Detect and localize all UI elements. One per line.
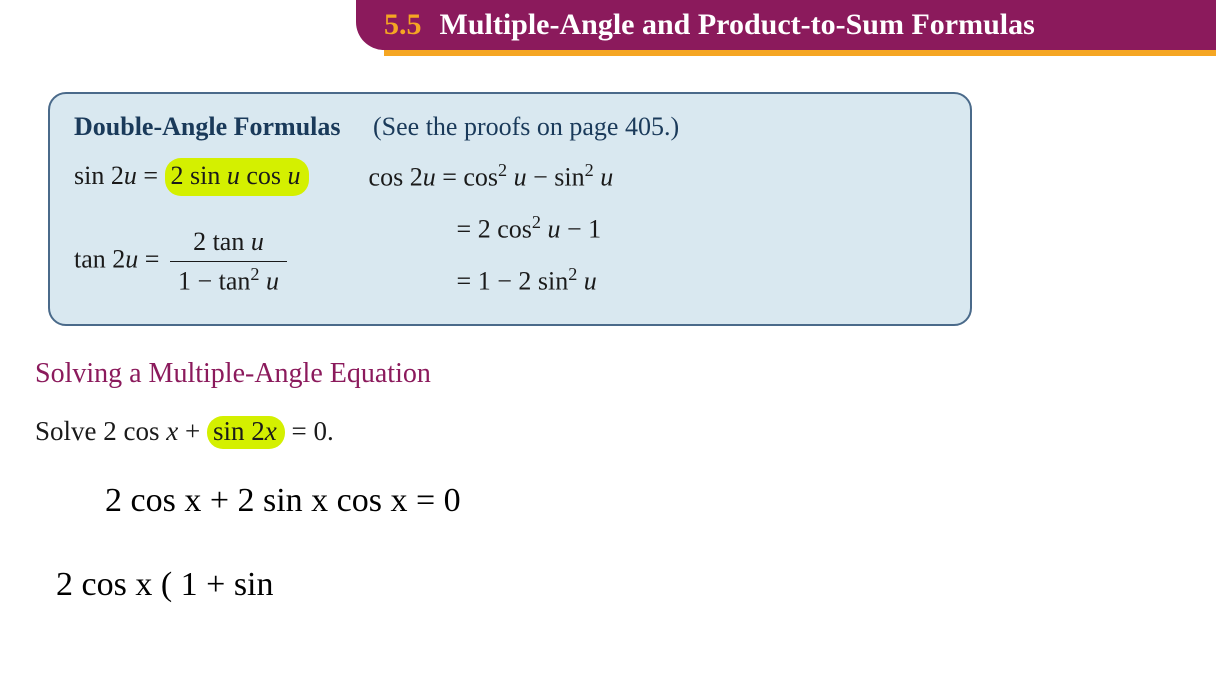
double-angle-formula-box: Double-Angle Formulas (See the proofs on… — [48, 92, 972, 326]
solving-section-title: Solving a Multiple-Angle Equation — [35, 358, 431, 390]
solve-prompt-highlight: sin 2x — [207, 416, 285, 449]
formula-heading-bold: Double-Angle Formulas — [74, 112, 341, 141]
solve-prompt: Solve 2 cos x + sin 2x = 0. — [35, 416, 334, 449]
cos-double-angle-formula-2: = 2 cos2 u − 1 — [369, 210, 614, 248]
sin-double-angle-formula: sin 2u = 2 sin u cos u — [74, 158, 309, 196]
header-underline — [384, 50, 1216, 56]
section-title: Multiple-Angle and Product-to-Sum Formul… — [440, 8, 1035, 42]
cos-double-angle-formula-3: = 1 − 2 sin2 u — [369, 262, 614, 300]
section-header-banner: 5.5 Multiple-Angle and Product-to-Sum Fo… — [356, 0, 1216, 50]
tan-fraction: 2 tan u 1 − tan2 u — [170, 224, 287, 299]
tan-double-angle-formula: tan 2u = 2 tan u 1 − tan2 u — [74, 224, 309, 299]
formula-box-heading: Double-Angle Formulas (See the proofs on… — [74, 112, 946, 142]
formula-right-column: cos 2u = cos2 u − sin2 u = 2 cos2 u − 1 … — [369, 158, 614, 300]
cos-double-angle-formula-1: cos 2u = cos2 u − sin2 u — [369, 158, 614, 196]
sin-formula-highlight: 2 sin u cos u — [165, 158, 309, 196]
handwritten-step-1: 2 cos x + 2 sin x cos x = 0 — [105, 482, 461, 520]
formula-content: sin 2u = 2 sin u cos u tan 2u = 2 tan u … — [74, 158, 946, 300]
handwritten-step-2: 2 cos x ( 1 + sin — [56, 566, 274, 604]
formula-left-column: sin 2u = 2 sin u cos u tan 2u = 2 tan u … — [74, 158, 309, 300]
formula-heading-note: (See the proofs on page 405.) — [373, 112, 679, 141]
section-number: 5.5 — [384, 8, 422, 42]
